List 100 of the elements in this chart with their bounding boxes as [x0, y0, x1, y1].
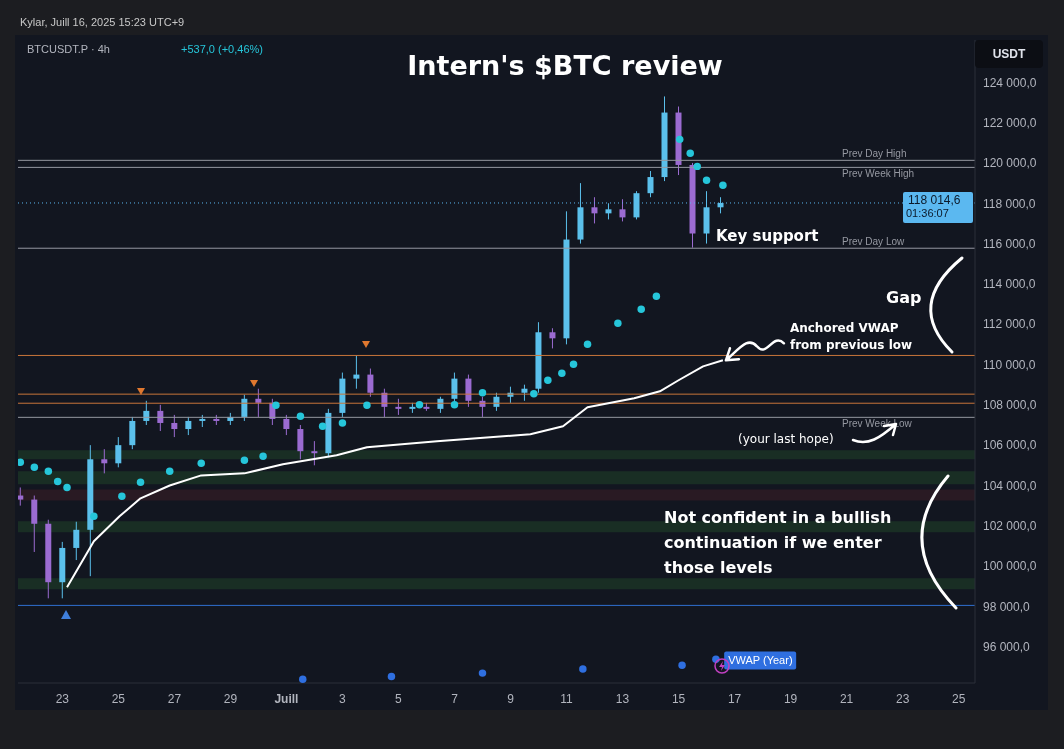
candlestick: [367, 368, 374, 398]
point: [415, 401, 424, 409]
point: [296, 412, 305, 421]
point: [686, 149, 694, 158]
candlestick: [465, 374, 472, 408]
candlestick: [73, 521, 80, 561]
x-tick-label: 23: [895, 692, 910, 706]
point: [318, 422, 327, 430]
point: [165, 467, 174, 476]
y-tick-label: 106 000,0: [983, 438, 1037, 453]
x-tick-label: 9: [507, 692, 515, 706]
text: Kylar, Juill 16, 2025 15:23 UTC+9: [20, 16, 185, 28]
point: [63, 483, 71, 492]
point: [450, 401, 459, 409]
candlestick: [157, 404, 164, 432]
chart-title: Intern's $BTC review: [406, 50, 724, 81]
series-label: VWAP (Year): [728, 654, 793, 667]
y-tick-label: 122 000,0: [983, 115, 1037, 130]
y-tick-label: 118 000,0: [983, 196, 1036, 211]
point: [719, 181, 727, 190]
x-tick-label: Juill: [274, 692, 299, 706]
point: [530, 390, 538, 398]
point: [579, 665, 587, 673]
candlestick: [185, 416, 192, 436]
annotation: Key support: [716, 227, 819, 245]
candlestick: [353, 354, 360, 390]
point: [44, 467, 53, 476]
point: [678, 661, 686, 669]
point: [363, 401, 371, 409]
candlestick: [241, 394, 248, 422]
point: [693, 162, 701, 171]
y-tick-label: 104 000,0: [983, 478, 1037, 493]
x-tick-label: 25: [951, 692, 966, 706]
ref-line-label: 118 014,6: [908, 192, 961, 207]
y-tick-label: 116 000,0: [983, 236, 1036, 251]
y-tick-label: 114 000,0: [983, 277, 1036, 292]
x-tick-label: 7: [451, 692, 459, 706]
point: [583, 340, 592, 349]
ref-line-label: Prev Week High: [842, 168, 915, 180]
x-tick-label: 15: [671, 692, 686, 706]
y-tick-label: 124 000,0: [983, 75, 1037, 90]
point: [90, 512, 98, 521]
candlestick: [549, 327, 556, 349]
candlestick: [18, 486, 24, 507]
y-tick-label: 108 000,0: [983, 398, 1037, 413]
point: [30, 463, 39, 472]
ref-line-label: Prev Day High: [842, 148, 907, 160]
candlestick: [647, 170, 654, 198]
candlestick: [283, 414, 290, 436]
ref-line-label: Prev Day Low: [842, 236, 906, 248]
point: [478, 389, 487, 397]
y-tick-label: 96 000,0: [983, 639, 1031, 654]
point: [558, 369, 566, 377]
point: [614, 319, 622, 327]
annotation: Anchored VWAP from previous low: [789, 320, 930, 355]
x-tick-label: 17: [727, 692, 742, 706]
point: [18, 458, 25, 467]
point: [136, 478, 145, 486]
y-tick-label: 110 000,0: [983, 357, 1036, 372]
point: [338, 419, 347, 427]
candlestick: [311, 440, 318, 466]
candlestick: [101, 448, 108, 474]
chart-subtitle: BTCUSDT.P · 4h: [27, 43, 110, 55]
x-tick-label: 25: [111, 692, 126, 706]
x-tick-label: 3: [339, 692, 347, 706]
candlestick: [619, 198, 626, 222]
point: [197, 459, 205, 468]
point: [118, 492, 126, 501]
y-tick-label: 112 000,0: [983, 317, 1036, 332]
annotation: (your last hope): [738, 432, 834, 446]
point: [637, 305, 645, 314]
candlestick: [143, 400, 150, 426]
point: [478, 669, 487, 677]
point: [259, 452, 267, 460]
candlestick: [591, 196, 598, 224]
candlestick: [171, 414, 178, 438]
candlestick: [297, 424, 304, 460]
point: [387, 672, 396, 681]
annotation: 01:36:07: [906, 207, 949, 219]
x-tick-label: 29: [223, 692, 238, 706]
x-tick-label: 21: [839, 692, 854, 706]
y-tick-label: 98 000,0: [983, 599, 1031, 614]
annotation: +537,0 (+0,46%): [181, 43, 263, 55]
x-tick-label: 23: [55, 692, 70, 706]
point: [53, 477, 62, 486]
point: [652, 292, 661, 300]
x-tick-label: 11: [560, 692, 574, 706]
x-tick-label: 19: [783, 692, 798, 706]
point: [675, 135, 684, 144]
point: [299, 675, 307, 683]
x-tick-label: 13: [615, 692, 630, 706]
annotation: Not confident in a bullish continuation if we enter those levels: [664, 507, 893, 579]
point: [272, 401, 280, 409]
point: [702, 176, 711, 185]
point: [544, 376, 552, 384]
annotation: Gap: [886, 288, 922, 307]
x-tick-label: 27: [167, 692, 182, 706]
point: [240, 456, 249, 464]
x-tick-label: 5: [395, 692, 403, 706]
y-tick-label: 120 000,0: [983, 156, 1037, 171]
